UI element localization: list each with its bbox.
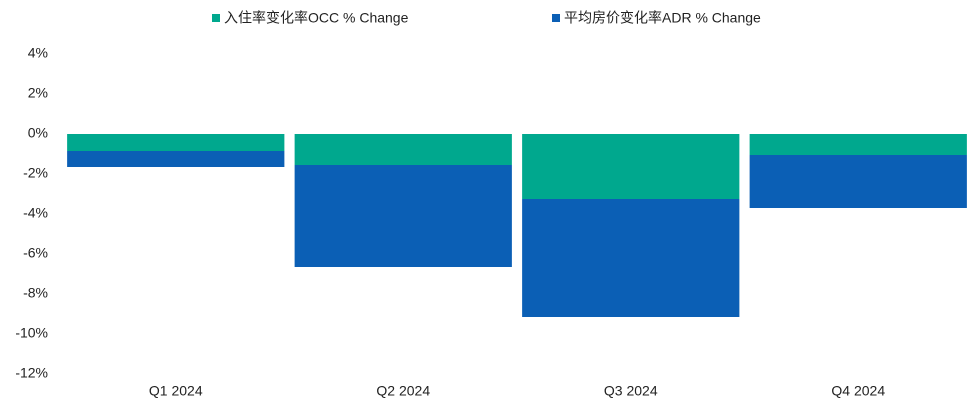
bar-segment [294, 165, 512, 267]
bar-segment [522, 199, 740, 317]
bar-segment [749, 134, 967, 155]
bar-segment [67, 151, 285, 167]
y-tick-label: 4% [28, 45, 48, 61]
bar-segment [294, 134, 512, 165]
legend-swatch [212, 14, 220, 22]
x-tick-label: Q2 2024 [376, 383, 430, 399]
x-tick-label: Q3 2024 [604, 383, 658, 399]
y-tick-label: -12% [15, 365, 48, 381]
bar-segment [522, 134, 740, 199]
y-tick-label: -8% [23, 285, 48, 301]
x-tick-label: Q1 2024 [149, 383, 203, 399]
bar-segment [749, 155, 967, 208]
y-tick-label: -6% [23, 245, 48, 261]
legend-label: 平均房价变化率ADR % Change [564, 10, 761, 26]
y-tick-label: 2% [28, 85, 48, 101]
x-tick-label: Q4 2024 [831, 383, 885, 399]
y-tick-label: 0% [28, 125, 48, 141]
y-tick-label: -2% [23, 165, 48, 181]
legend-label: 入住率变化率OCC % Change [224, 10, 409, 26]
y-tick-label: -4% [23, 205, 48, 221]
legend-swatch [552, 14, 560, 22]
y-tick-label: -10% [15, 325, 48, 341]
bar-segment [67, 134, 285, 151]
